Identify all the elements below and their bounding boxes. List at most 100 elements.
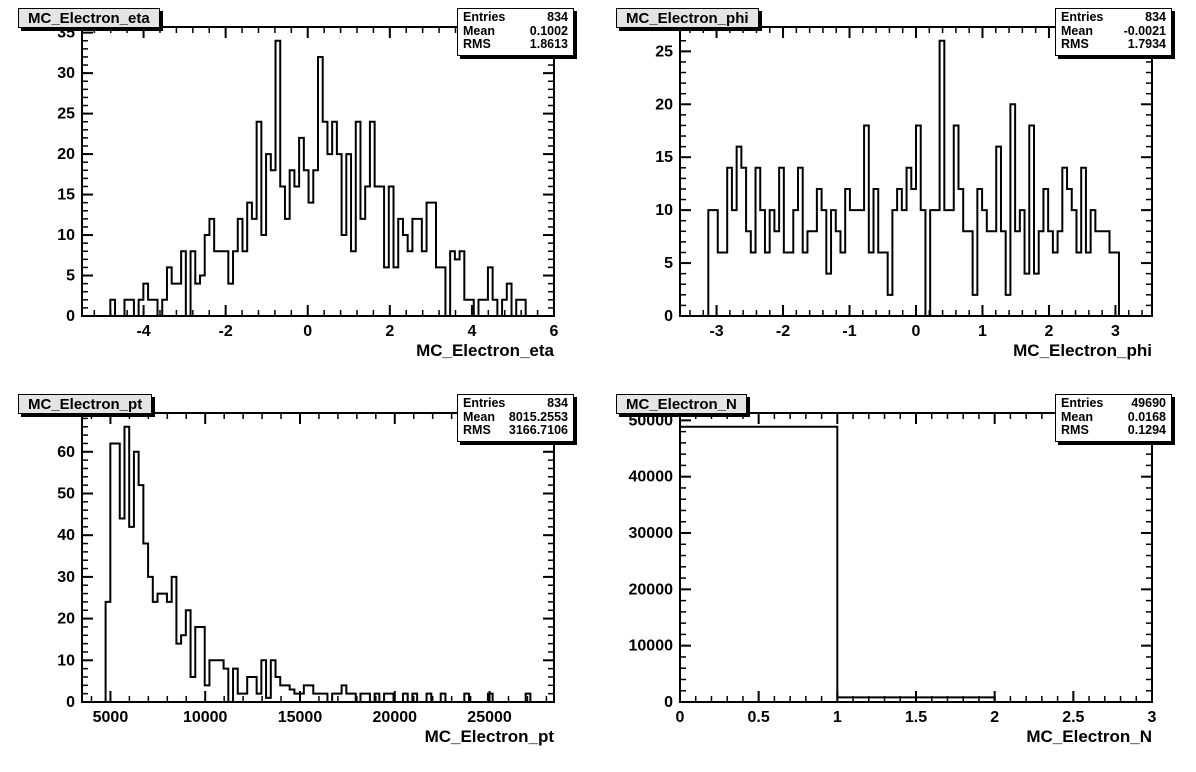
y-tick-label: 0 bbox=[66, 308, 75, 325]
x-tick-label: 3 bbox=[1111, 323, 1120, 340]
pad-title-text: MC_Electron_N bbox=[626, 396, 737, 413]
y-tick-label: 15 bbox=[57, 187, 75, 204]
y-tick-label: 10000 bbox=[629, 638, 674, 655]
x-tick-label: 0 bbox=[676, 709, 685, 726]
stat-row: RMS 1.7934 bbox=[1061, 37, 1166, 52]
pad-mc_electron_pt: 5000 10000 15000 20000 25000 0 10 20 30 40 50 60 MC_… bbox=[0, 386, 598, 772]
stat-value: 3166.7106 bbox=[508, 423, 568, 437]
pad-title-text: MC_Electron_pt bbox=[28, 396, 143, 413]
stat-box: Entries 834 Mean -0.0021 RMS 1.7934 bbox=[1055, 8, 1172, 56]
x-axis-title: MC_Electron_eta bbox=[416, 341, 554, 360]
plot-frame bbox=[679, 412, 1153, 703]
y-tick-label: 20 bbox=[655, 96, 673, 113]
stat-value: 1.7934 bbox=[1127, 37, 1166, 51]
stat-label: RMS bbox=[463, 37, 491, 51]
x-tick-label: 3 bbox=[1148, 709, 1157, 726]
histogram-line bbox=[82, 425, 554, 703]
x-tick-label: 1 bbox=[978, 323, 987, 340]
pad-mc_electron_phi: -3 -2 -1 0 1 2 3 0 5 10 15 20 25 MC_Electron_phi MC_E… bbox=[598, 0, 1196, 386]
y-tick-label: 50 bbox=[57, 485, 75, 502]
stat-label: Mean bbox=[1061, 409, 1093, 424]
x-tick-label: -1 bbox=[842, 323, 856, 340]
stat-box: Entries 834 Mean 0.1002 RMS 1.8613 bbox=[457, 8, 574, 56]
y-tick-label: 35 bbox=[57, 25, 75, 42]
y-tick-label: 40000 bbox=[629, 469, 674, 486]
histogram-line bbox=[680, 39, 1152, 317]
x-tick-label: 2 bbox=[385, 323, 394, 340]
pad-title-box: MC_Electron_pt bbox=[18, 394, 153, 414]
x-tick-label: 25000 bbox=[467, 709, 512, 726]
plot-svg: 0 0.5 1 1.5 2 2.5 3 0 10000 20000 30000 40000 50000 M… bbox=[629, 412, 1157, 746]
pad-title-text: MC_Electron_eta bbox=[28, 10, 150, 27]
y-tick-label: 40 bbox=[57, 527, 75, 544]
x-tick-label: 2 bbox=[990, 709, 999, 726]
plot-frame bbox=[81, 26, 555, 317]
stat-row: Entries 834 bbox=[463, 10, 568, 25]
x-tick-label: -2 bbox=[219, 323, 233, 340]
stat-value: -0.0021 bbox=[1123, 23, 1166, 38]
pad-title-box: MC_Electron_N bbox=[616, 394, 747, 414]
y-tick-label: 20000 bbox=[629, 581, 674, 598]
x-tick-label: 15000 bbox=[278, 709, 323, 726]
x-axis-title: MC_Electron_phi bbox=[1013, 341, 1152, 360]
x-tick-label: 1 bbox=[833, 709, 842, 726]
stat-box: Entries 49690 Mean 0.0168 RMS 0.1294 bbox=[1055, 394, 1172, 442]
x-axis-title: MC_Electron_N bbox=[1026, 727, 1152, 746]
x-tick-label: 6 bbox=[550, 323, 559, 340]
stat-value: 0.1002 bbox=[529, 23, 568, 38]
y-tick-label: 30 bbox=[57, 569, 75, 586]
stat-row: Entries 834 bbox=[463, 396, 568, 411]
y-tick-label: 25 bbox=[655, 43, 673, 60]
y-tick-label: 20 bbox=[57, 146, 75, 163]
stat-box: Entries 834 Mean 8015.2553 RMS 3166.7106 bbox=[457, 394, 574, 442]
stat-row: Entries 834 bbox=[1061, 10, 1166, 25]
stat-value: 834 bbox=[547, 10, 568, 24]
x-tick-label: -3 bbox=[709, 323, 723, 340]
stat-label: Mean bbox=[463, 409, 495, 424]
y-tick-label: 10 bbox=[57, 652, 75, 669]
x-tick-label: 10000 bbox=[183, 709, 228, 726]
y-tick-label: 0 bbox=[664, 308, 673, 325]
y-tick-label: 0 bbox=[664, 694, 673, 711]
x-tick-label: -2 bbox=[776, 323, 790, 340]
stat-label: Entries bbox=[1061, 396, 1104, 410]
stat-value: 0.1294 bbox=[1127, 423, 1166, 437]
y-tick-label: 15 bbox=[655, 149, 673, 166]
y-tick-label: 60 bbox=[57, 444, 75, 461]
y-tick-label: 50000 bbox=[629, 412, 674, 429]
plot-frame bbox=[81, 412, 555, 703]
pad-mc_electron_n: 0 0.5 1 1.5 2 2.5 3 0 10000 20000 30000 40000 50000 M… bbox=[598, 386, 1196, 772]
y-tick-label: 10 bbox=[57, 227, 75, 244]
stat-value: 834 bbox=[1145, 10, 1166, 24]
x-tick-label: 0.5 bbox=[748, 709, 770, 726]
stat-row: Mean 8015.2553 bbox=[463, 409, 568, 425]
y-tick-label: 25 bbox=[57, 106, 75, 123]
stat-value: 1.8613 bbox=[529, 37, 568, 51]
stat-row: RMS 3166.7106 bbox=[463, 423, 568, 438]
x-tick-label: 0 bbox=[303, 323, 312, 340]
y-tick-label: 20 bbox=[57, 611, 75, 628]
stat-row: Mean 0.1002 bbox=[463, 23, 568, 39]
x-tick-label: 5000 bbox=[93, 709, 129, 726]
stat-value: 8015.2553 bbox=[508, 409, 568, 424]
x-tick-label: 2 bbox=[1045, 323, 1054, 340]
y-tick-label: 5 bbox=[664, 255, 673, 272]
stat-row: Entries 49690 bbox=[1061, 396, 1166, 411]
y-tick-label: 0 bbox=[66, 694, 75, 711]
stat-label: RMS bbox=[1061, 423, 1089, 437]
y-tick-label: 10 bbox=[655, 202, 673, 219]
stat-value: 49690 bbox=[1131, 396, 1166, 410]
y-tick-label: 30 bbox=[57, 65, 75, 82]
pad-title-text: MC_Electron_phi bbox=[626, 10, 749, 27]
stat-value: 834 bbox=[547, 396, 568, 410]
x-tick-label: 1.5 bbox=[905, 709, 927, 726]
stat-label: Entries bbox=[463, 10, 506, 24]
stat-label: Mean bbox=[463, 23, 495, 38]
stat-label: RMS bbox=[463, 423, 491, 437]
y-tick-label: 5 bbox=[66, 268, 75, 285]
x-axis-title: MC_Electron_pt bbox=[425, 727, 555, 746]
x-tick-label: 0 bbox=[912, 323, 921, 340]
plot-svg: 5000 10000 15000 20000 25000 0 10 20 30 40 50 60 MC_… bbox=[57, 412, 555, 746]
x-tick-label: 2.5 bbox=[1062, 709, 1084, 726]
